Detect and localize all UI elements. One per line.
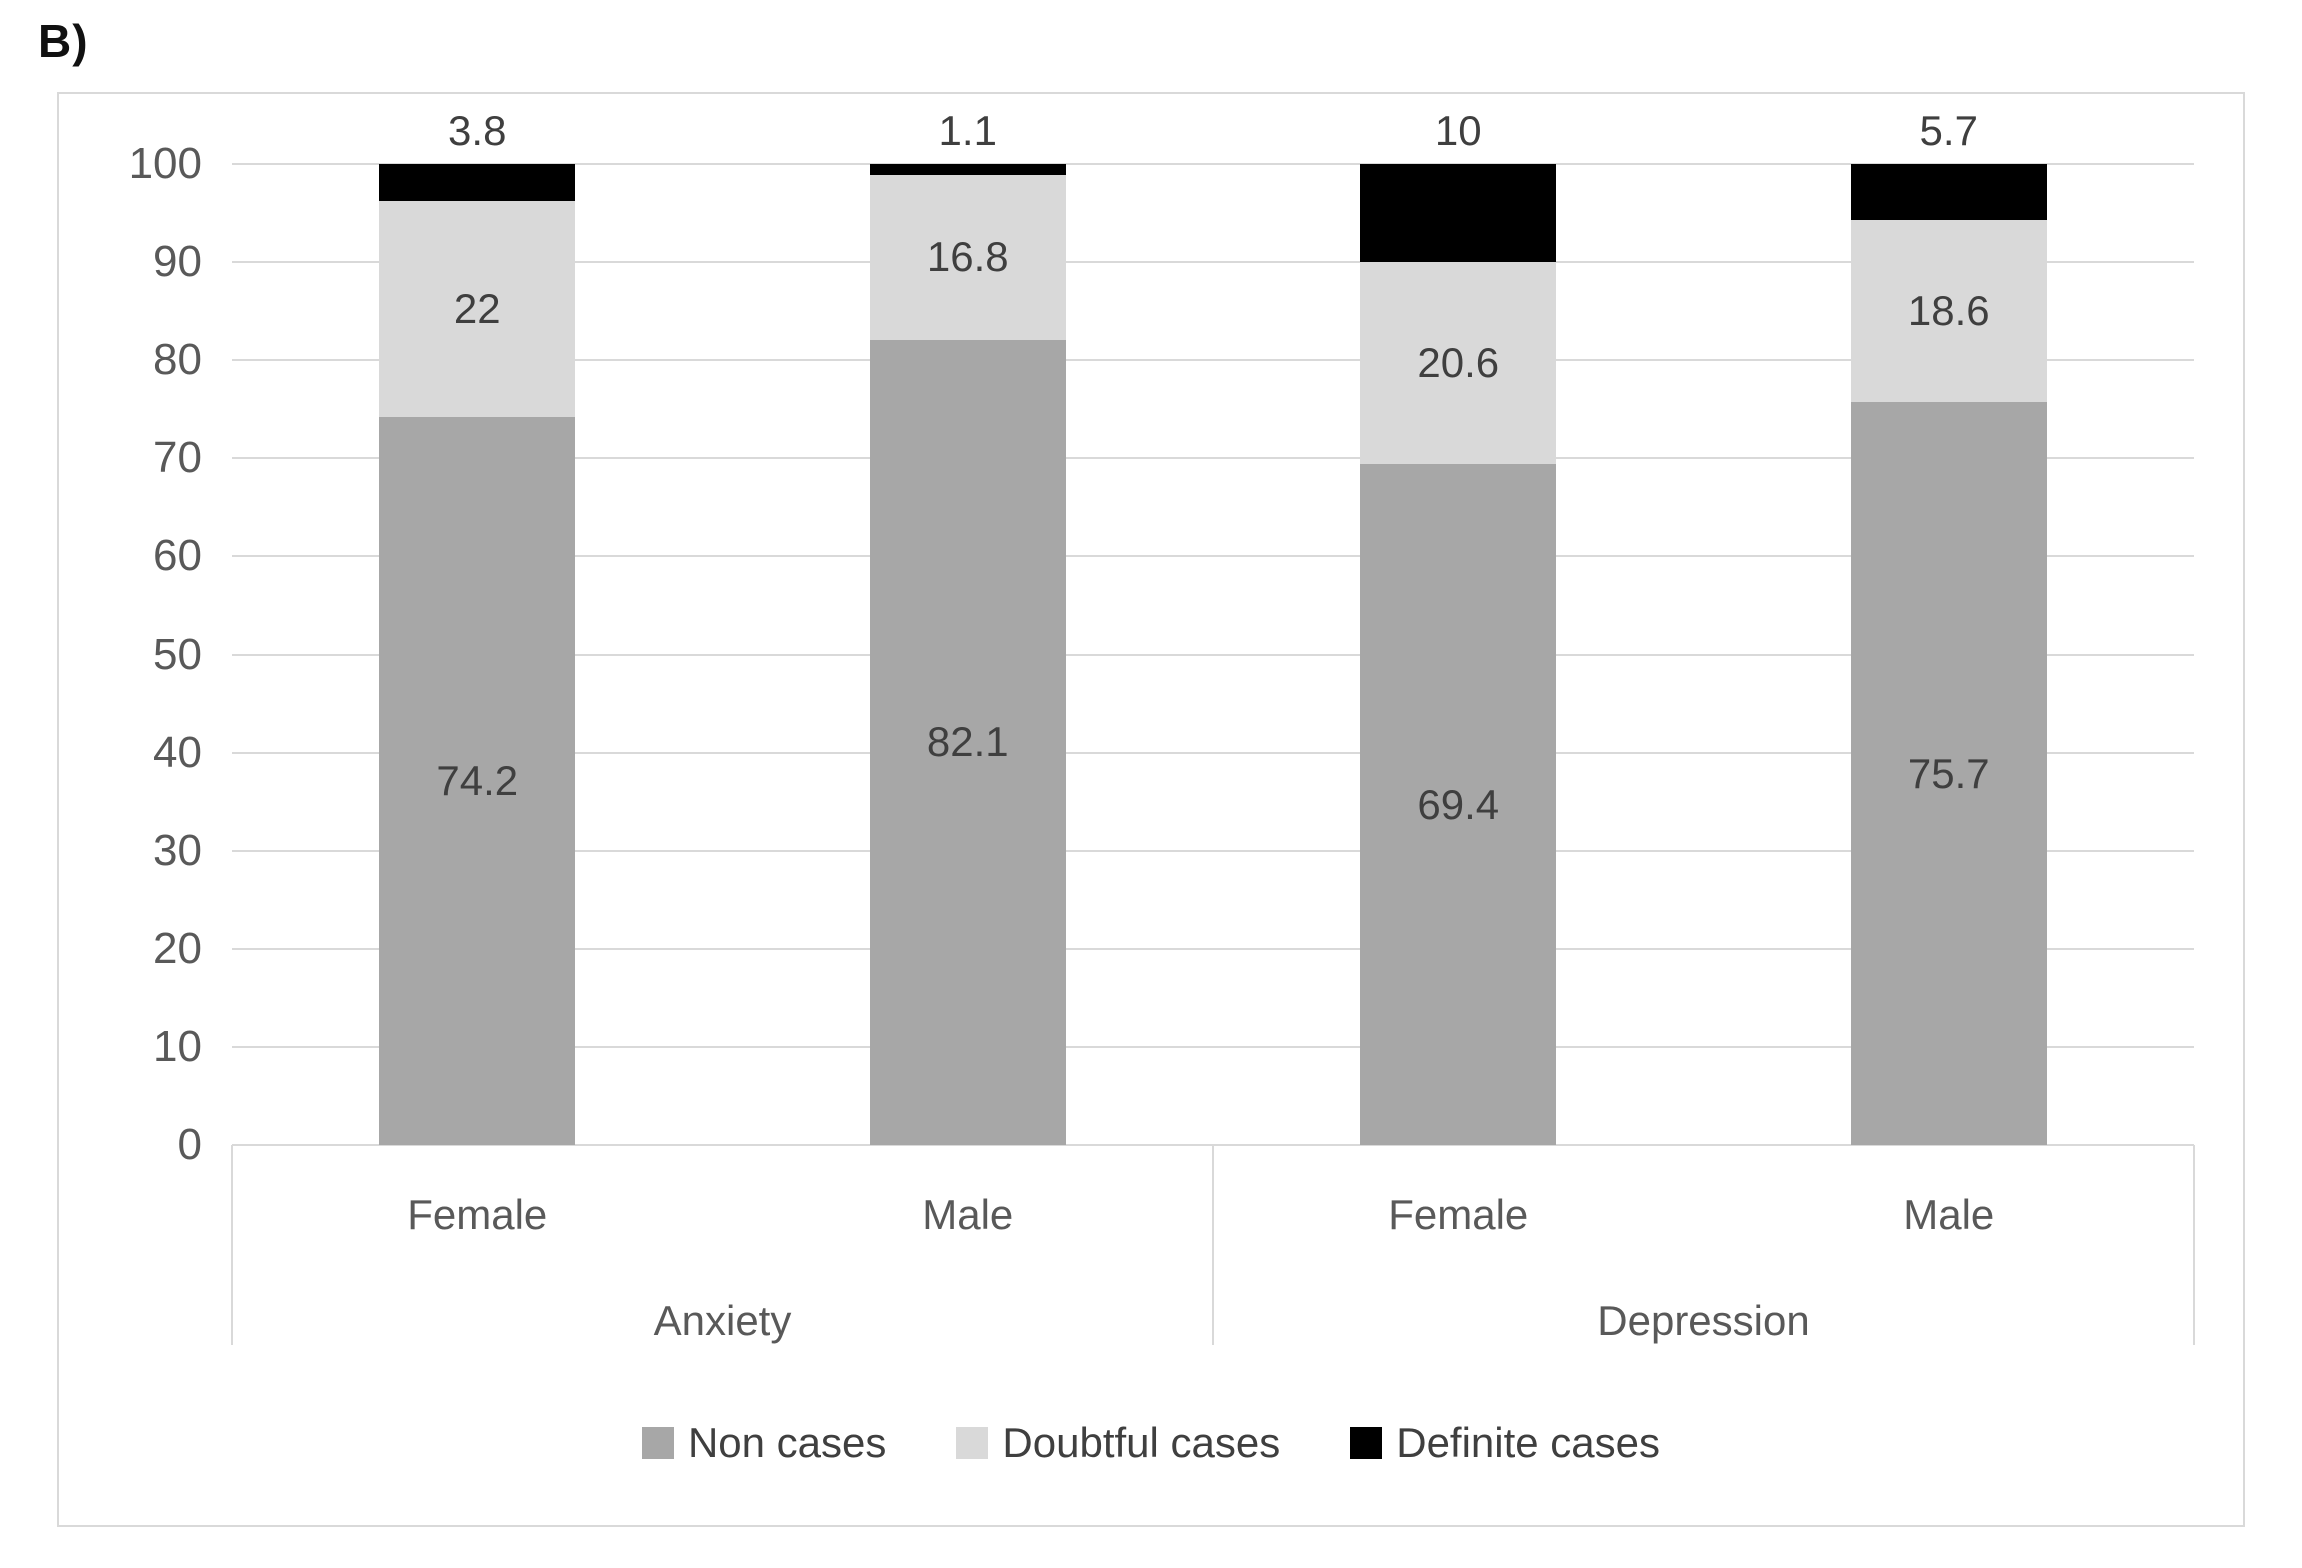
- data-label-doubtful-cases-3: 18.6: [1907, 287, 1990, 335]
- bar-3-segment-doubtful-cases: [1850, 219, 2047, 403]
- bar-1-segment-definite-cases: [869, 164, 1066, 175]
- y-tick-label-10: 10: [153, 1021, 202, 1071]
- gridline-40: [232, 751, 2194, 754]
- gridline-10: [232, 1045, 2194, 1048]
- gridline-30: [232, 849, 2194, 852]
- category-label-1: Male: [922, 1191, 1014, 1238]
- y-tick-label-50: 50: [153, 629, 202, 679]
- legend-swatch-non-cases: [641, 1427, 674, 1459]
- gridline-20: [232, 947, 2194, 950]
- group-label-depression: Depression: [1597, 1297, 1810, 1344]
- legend-item-doubtful-cases: Doubtful cases: [956, 1419, 1280, 1467]
- y-tick-label-80: 80: [153, 335, 202, 385]
- data-label-doubtful-cases-1: 16.8: [926, 233, 1009, 281]
- bar-3-segment-definite-cases: [1850, 164, 2047, 220]
- legend: Non cases Doubtful cases Definite cases: [59, 1419, 2243, 1467]
- y-tick-label-0: 0: [177, 1120, 202, 1169]
- data-label-non-cases-3: 75.7: [1907, 749, 1990, 797]
- gridline-80: [232, 359, 2194, 362]
- legend-swatch-definite-cases: [1350, 1427, 1383, 1459]
- data-label-doubtful-cases-2: 20.6: [1417, 339, 1500, 387]
- y-tick-label-100: 100: [128, 139, 202, 188]
- gridline-90: [232, 261, 2194, 264]
- y-tick-label-30: 30: [153, 825, 202, 875]
- gridline-100: [232, 163, 2194, 165]
- bar-0-segment-non-cases: [379, 417, 576, 1145]
- legend-label-non-cases: Non cases: [687, 1419, 887, 1466]
- data-label-non-cases-1: 82.1: [926, 718, 1009, 766]
- data-label-definite-cases-0: 3.8: [448, 107, 507, 154]
- bar-1-segment-doubtful-cases: [869, 174, 1066, 340]
- y-tick-label-40: 40: [153, 727, 202, 777]
- bar-0-segment-definite-cases: [379, 164, 576, 202]
- category-label-3: Male: [1903, 1191, 1995, 1238]
- chart-container: 0 10 20 30 40 50 60 70 80 90 100 74.2 22 3.8 82.1 16.8…: [57, 92, 2245, 1527]
- legend-item-definite-cases: Definite cases: [1350, 1419, 1660, 1467]
- category-label-2: Female: [1388, 1191, 1529, 1238]
- bar-2-segment-doubtful-cases: [1360, 262, 1557, 465]
- legend-label-doubtful-cases: Doubtful cases: [1002, 1419, 1281, 1466]
- data-label-definite-cases-1: 1.1: [938, 107, 997, 154]
- panel-label: B): [38, 15, 89, 67]
- data-label-non-cases-0: 74.2: [436, 757, 519, 805]
- y-tick-label-70: 70: [153, 433, 202, 483]
- gridline-70: [232, 457, 2194, 460]
- bar-2-segment-definite-cases: [1360, 164, 1557, 263]
- data-label-definite-cases-2: 10: [1434, 107, 1482, 154]
- data-label-doubtful-cases-0: 22: [453, 285, 501, 333]
- y-tick-label-90: 90: [153, 237, 202, 287]
- legend-label-definite-cases: Definite cases: [1396, 1419, 1661, 1466]
- legend-swatch-doubtful-cases: [956, 1427, 989, 1459]
- bar-2-segment-non-cases: [1360, 464, 1557, 1145]
- group-label-anxiety: Anxiety: [653, 1297, 792, 1344]
- category-divider-1: [1212, 1145, 1214, 1345]
- data-label-non-cases-2: 69.4: [1417, 780, 1500, 828]
- category-label-0: Female: [407, 1191, 548, 1238]
- bar-3-segment-non-cases: [1850, 402, 2047, 1145]
- category-divider-2: [2193, 1145, 2195, 1345]
- category-divider-0: [231, 1145, 233, 1345]
- data-label-definite-cases-3: 5.7: [1919, 107, 1978, 154]
- bar-0-segment-doubtful-cases: [379, 201, 576, 418]
- y-tick-label-60: 60: [153, 531, 202, 581]
- y-tick-label-20: 20: [153, 923, 202, 973]
- gridline-60: [232, 555, 2194, 558]
- legend-item-non-cases: Non cases: [641, 1419, 887, 1467]
- bar-1-segment-non-cases: [869, 339, 1066, 1145]
- gridline-50: [232, 653, 2194, 656]
